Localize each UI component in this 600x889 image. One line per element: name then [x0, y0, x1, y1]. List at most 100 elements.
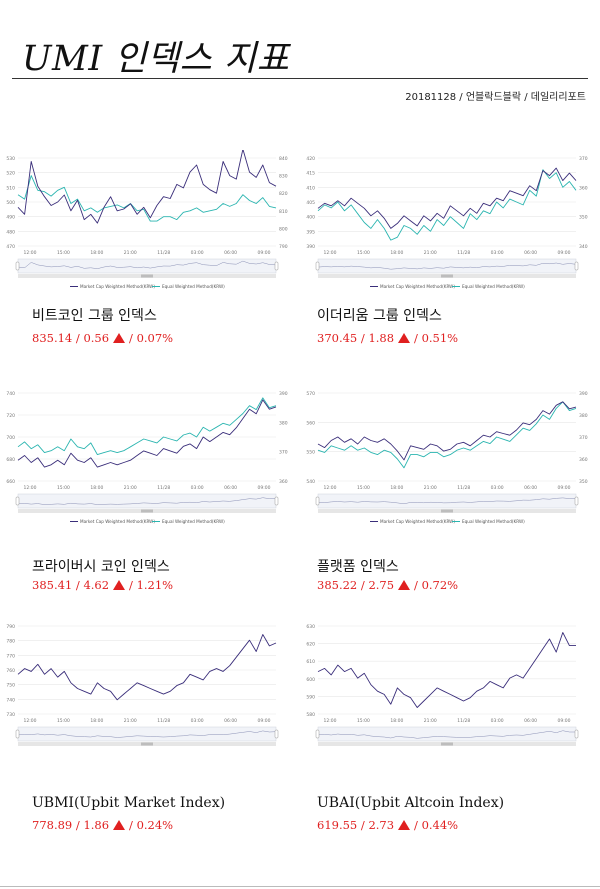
- y-tick-label-right: 380: [279, 420, 288, 426]
- y-tick-label-left: 620: [306, 642, 315, 648]
- y-tick-label-right: 380: [579, 413, 588, 419]
- navigator-handle-right: [274, 496, 279, 506]
- x-tick-label: 15:00: [57, 718, 70, 724]
- y-tick-label-left: 760: [6, 668, 15, 674]
- y-tick-label-left: 680: [6, 457, 15, 463]
- index-percent: 0.72%: [421, 578, 459, 592]
- index-stats-platform: 385.22 / 2.75/ 0.72%: [317, 578, 459, 592]
- navigator-line: [317, 262, 577, 270]
- index-change: 2.73: [368, 818, 395, 832]
- navigator-line: [17, 730, 277, 738]
- x-tick-label: 06:00: [224, 250, 237, 256]
- index-percent: 0.24%: [136, 818, 174, 832]
- page-title: UMI 인덱스 지표: [22, 39, 290, 79]
- index-stats-eth: 370.45 / 1.88/ 0.51%: [317, 331, 459, 345]
- legend-label: Equal Weighted Method(KRW): [462, 284, 525, 289]
- x-tick-label: 03:00: [191, 718, 204, 724]
- series-line-ubai: [317, 632, 576, 708]
- x-tick-label: 06:00: [524, 485, 537, 491]
- chart-panel-platform: 570 560 550 540 390 380 370 360 350 12:00 15:00 18:…: [302, 385, 592, 535]
- x-tick-label: 09:00: [558, 485, 571, 491]
- chart-panel-privacy: 740 720 700 680 660 390 380 370 360 12:00 15:00 18:…: [2, 385, 292, 535]
- index-name-ubai: UBAI(Upbit Altcoin Index): [317, 795, 505, 811]
- x-tick-label: 12:00: [24, 485, 37, 491]
- y-tick-label-left: 530: [6, 156, 15, 162]
- y-tick-label-left: 780: [6, 639, 15, 645]
- y-tick-label-left: 520: [6, 171, 15, 177]
- y-tick-label-left: 740: [6, 697, 15, 703]
- scrollbar-thumb: [141, 509, 153, 513]
- up-triangle-icon: [113, 820, 126, 830]
- chart-ubmi: 790 780 770 760 750 740 730 12:00 15:00 18:00 21:0…: [6, 624, 279, 746]
- legend-label: Market Cap Weighted Method(KRW): [380, 519, 455, 524]
- index-percent: 0.51%: [421, 331, 459, 345]
- navigator-handle-left: [315, 496, 320, 506]
- x-tick-label: 15:00: [57, 485, 70, 491]
- scrollbar-thumb: [441, 742, 453, 746]
- navigator-line: [17, 497, 277, 505]
- index-stats-privacy: 385.41 / 4.62/ 1.21%: [32, 578, 174, 592]
- navigator-handle-left: [15, 496, 20, 506]
- title-divider: [12, 78, 588, 79]
- x-tick-label: 11/28: [457, 485, 470, 491]
- x-tick-label: 11/28: [457, 718, 470, 724]
- x-tick-label: 18:00: [390, 485, 403, 491]
- legend-label: Market Cap Weighted Method(KRW): [380, 284, 455, 289]
- y-tick-label-left: 590: [306, 694, 315, 700]
- navigator-range: [17, 258, 277, 274]
- index-name-ubmi: UBMI(Upbit Market Index): [32, 795, 226, 811]
- y-tick-label-left: 540: [306, 479, 315, 485]
- x-tick-label: 12:00: [324, 250, 337, 256]
- y-tick-label-right: 350: [579, 215, 588, 221]
- y-tick-label-right: 830: [279, 174, 288, 180]
- scrollbar-thumb: [441, 509, 453, 513]
- navigator-handle-right: [274, 261, 279, 271]
- chart-privacy: 740 720 700 680 660 390 380 370 360 12:00 15:00 18:…: [6, 391, 288, 524]
- x-tick-label: 15:00: [357, 718, 370, 724]
- chart-panel-ubai: 630 620 610 600 590 580 12:00 15:00 18:00 21:00 11…: [302, 618, 592, 770]
- y-tick-label-left: 570: [306, 391, 315, 397]
- x-tick-label: 06:00: [524, 718, 537, 724]
- y-tick-label-left: 740: [6, 391, 15, 397]
- legend-label: Market Cap Weighted Method(KRW): [80, 519, 155, 524]
- y-tick-label-left: 610: [306, 659, 315, 665]
- navigator-line: [317, 497, 577, 505]
- chart-eth: 420 415 410 405 400 395 390 370 360 350 340 12:00 15…: [306, 156, 588, 289]
- x-tick-label: 09:00: [258, 485, 271, 491]
- y-tick-label-left: 395: [306, 229, 315, 235]
- x-tick-label: 09:00: [558, 250, 571, 256]
- y-tick-label-right: 840: [279, 156, 288, 162]
- legend-label: Equal Weighted Method(KRW): [162, 519, 225, 524]
- scrollbar-thumb: [141, 274, 153, 278]
- y-tick-label-left: 550: [306, 450, 315, 456]
- index-value: 835.14: [32, 331, 73, 345]
- x-tick-label: 21:00: [124, 718, 137, 724]
- y-tick-label-left: 500: [6, 200, 15, 206]
- navigator-handle-right: [274, 729, 279, 739]
- x-tick-label: 11/28: [457, 250, 470, 256]
- y-tick-label-right: 370: [579, 156, 588, 162]
- index-percent: 0.44%: [421, 818, 459, 832]
- index-name-btc: 비트코인 그룹 인덱스: [32, 308, 157, 324]
- index-percent: 1.21%: [136, 578, 174, 592]
- y-tick-label-left: 770: [6, 653, 15, 659]
- x-tick-label: 21:00: [124, 485, 137, 491]
- y-tick-label-right: 360: [579, 457, 588, 463]
- x-tick-label: 11/28: [157, 718, 170, 724]
- navigator-range: [317, 493, 577, 509]
- chart-panel-eth: 420 415 410 405 400 395 390 370 360 350 340 12:00 15…: [302, 150, 592, 300]
- x-tick-label: 03:00: [191, 485, 204, 491]
- x-tick-label: 18:00: [390, 250, 403, 256]
- index-stats-ubmi: 778.89 / 1.86/ 0.24%: [32, 818, 174, 832]
- y-tick-label-left: 630: [306, 624, 315, 630]
- y-tick-label-right: 360: [579, 185, 588, 191]
- x-tick-label: 09:00: [258, 250, 271, 256]
- navigator-handle-right: [574, 261, 579, 271]
- navigator-line: [17, 260, 277, 269]
- chart-btc: 530 520 510 500 490 480 470 840 830 820 810 800 790 1…: [6, 150, 288, 289]
- x-tick-label: 18:00: [90, 250, 103, 256]
- index-value: 385.22: [317, 578, 358, 592]
- navigator-range: [317, 258, 577, 274]
- y-tick-label-right: 390: [279, 391, 288, 397]
- navigator-line: [317, 730, 576, 739]
